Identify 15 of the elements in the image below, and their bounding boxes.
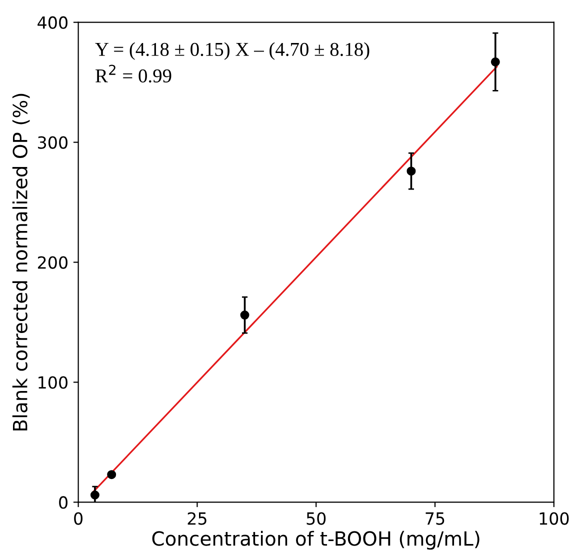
x-axis-title: Concentration of t-BOOH (mg/mL) [152, 530, 480, 550]
x-tick-label: 25 [188, 512, 206, 525]
y-tick-label: 300 [38, 136, 68, 149]
y-tick-label: 0 [59, 496, 68, 509]
y-tick-label: 200 [38, 256, 68, 269]
y-tick-label: 100 [38, 376, 68, 389]
y-tick-label: 400 [38, 16, 68, 29]
annotation: Y = (4.18 ± 0.15) X – (4.70 ± 8.18) [95, 42, 370, 60]
x-tick-label: 0 [74, 512, 82, 525]
y-axis-title: Blank corrected normalized OP (%) [12, 94, 30, 430]
x-tick-label: 100 [540, 512, 569, 525]
x-tick-label: 75 [426, 512, 444, 525]
point [107, 470, 116, 480]
annotation: R$^{2}$ = 0.99 [96, 64, 172, 83]
x-tick-label: 50 [306, 512, 326, 525]
